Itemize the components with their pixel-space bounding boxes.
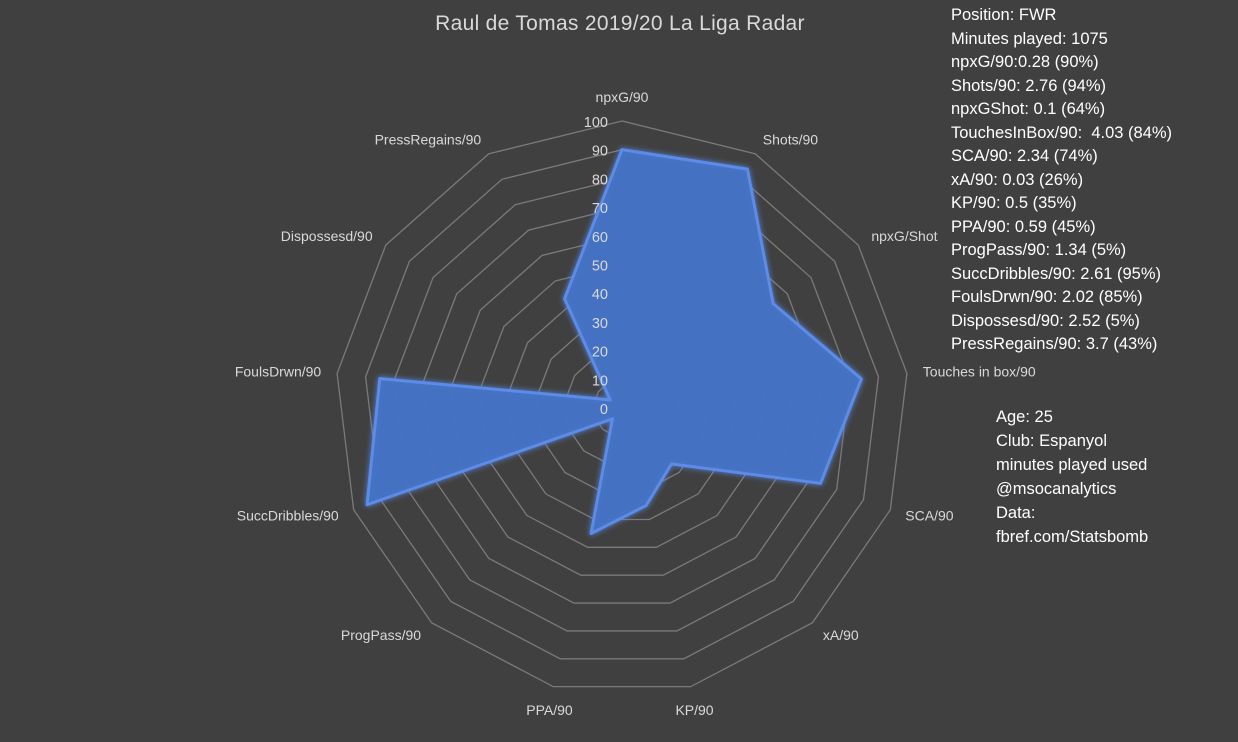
axis-label: FoulsDrwn/90 bbox=[235, 363, 322, 379]
radial-tick-label: 60 bbox=[592, 230, 608, 246]
axis-label: Shots/90 bbox=[763, 132, 818, 148]
radial-tick-label: 70 bbox=[592, 201, 608, 217]
info-line: Age: 25 bbox=[996, 408, 1053, 426]
stat-line: Minutes played: 1075 bbox=[951, 29, 1108, 48]
grid-ring bbox=[393, 177, 851, 632]
info-line: fbref.com/Statsbomb bbox=[996, 528, 1149, 546]
radial-ticks: 0 10 20 30 40 50 60 70 80 90 100 bbox=[584, 115, 608, 418]
radial-tick-label: 100 bbox=[584, 115, 608, 131]
info-line: minutes played used bbox=[996, 456, 1148, 474]
radial-tick-label: 10 bbox=[592, 373, 608, 389]
stat-line: Shots/90: 2.76 (94%) bbox=[951, 76, 1107, 95]
axis-label: npxG/90 bbox=[596, 89, 649, 105]
data-point bbox=[589, 531, 593, 535]
stat-line: Position: FWR bbox=[951, 6, 1057, 24]
data-point bbox=[745, 167, 749, 171]
data-point bbox=[859, 377, 863, 381]
axis-label: ProgPass/90 bbox=[341, 627, 421, 643]
stat-line: xA/90: 0.03 (26%) bbox=[951, 170, 1084, 189]
stat-line: ProgPass/90: 1.34 (5%) bbox=[951, 241, 1127, 259]
axis-label: npxG/Shot bbox=[871, 228, 937, 244]
axis-label: SCA/90 bbox=[905, 507, 953, 523]
stats-panel: Position: FWR Minutes played: 1075 npxG/90… bbox=[951, 4, 1172, 357]
data-point bbox=[365, 503, 369, 507]
axis-label: SuccDribbles/90 bbox=[237, 507, 339, 523]
data-point bbox=[378, 377, 382, 381]
radial-tick-label: 90 bbox=[592, 144, 608, 160]
stat-line: PressRegains/90: 3.7 (43%) bbox=[951, 335, 1158, 353]
axis-label: Touches in box/90 bbox=[923, 363, 1036, 379]
radial-tick-label: 40 bbox=[592, 287, 608, 303]
radial-tick-label: 80 bbox=[592, 172, 608, 188]
radial-tick-label: 20 bbox=[592, 345, 608, 361]
series-area bbox=[365, 148, 863, 535]
info-line: Club: Espanyol bbox=[996, 432, 1107, 450]
stat-line: FoulsDrwn/90: 2.02 (85%) bbox=[951, 288, 1143, 306]
data-point bbox=[610, 417, 614, 421]
stat-line: npxGShot: 0.1 (64%) bbox=[951, 100, 1106, 118]
axis-label: PPA/90 bbox=[526, 702, 573, 718]
chart-title: Raul de Tomas 2019/20 La Liga Radar bbox=[435, 12, 805, 35]
stat-line: npxG/90:0.28 (90%) bbox=[951, 53, 1099, 71]
data-point bbox=[819, 481, 823, 485]
axis-label: KP/90 bbox=[675, 702, 713, 718]
data-point bbox=[563, 297, 567, 301]
data-point bbox=[644, 504, 648, 508]
stat-line: KP/90: 0.5 (35%) bbox=[951, 194, 1077, 212]
axis-label: Dispossesd/90 bbox=[281, 228, 373, 244]
info-line: Data: bbox=[996, 504, 1036, 522]
radial-tick-label: 50 bbox=[592, 259, 608, 275]
info-panel: Age: 25 Club: Espanyol minutes played used… bbox=[996, 405, 1148, 549]
radar-grid bbox=[336, 120, 908, 688]
stat-line: SuccDribbles/90: 2.61 (95%) bbox=[951, 264, 1162, 283]
data-point bbox=[608, 398, 612, 402]
stat-line: Dispossesd/90: 2.52 (5%) bbox=[951, 311, 1140, 330]
data-point bbox=[620, 148, 624, 152]
stat-line: PPA/90: 0.59 (45%) bbox=[951, 217, 1096, 236]
radar-series bbox=[365, 148, 863, 535]
data-point bbox=[669, 462, 673, 466]
axis-label: PressRegains/90 bbox=[375, 132, 482, 148]
grid-ring bbox=[421, 206, 823, 604]
stat-line: TouchesInBox/90: 4.03 (84%) bbox=[951, 123, 1173, 142]
grid-ring bbox=[364, 149, 880, 660]
axis-label: xA/90 bbox=[823, 627, 859, 643]
grid-ring bbox=[336, 120, 908, 688]
data-point bbox=[771, 302, 775, 306]
radial-tick-label: 0 bbox=[600, 402, 608, 418]
radial-tick-label: 30 bbox=[592, 316, 608, 332]
axis-labels: npxG/90 Shots/90 npxG/Shot Touches in box/9… bbox=[235, 89, 1036, 718]
info-line: @msocanalytics bbox=[996, 480, 1117, 498]
stat-line: SCA/90: 2.34 (74%) bbox=[951, 147, 1098, 165]
